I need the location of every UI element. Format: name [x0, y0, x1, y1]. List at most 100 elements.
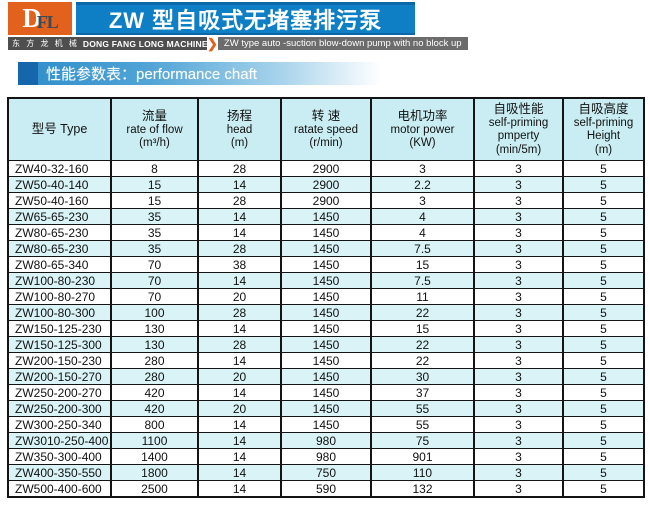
- value-cell: 2900: [280, 192, 372, 210]
- column-header: 自吸高度 self-priming Height (m): [562, 97, 645, 162]
- value-cell: 1450: [280, 240, 372, 258]
- value-cell: 130: [110, 320, 199, 338]
- value-cell: 1450: [280, 368, 372, 386]
- value-cell: 1450: [280, 304, 372, 322]
- value-cell: 5: [562, 160, 645, 178]
- value-cell: 5: [562, 176, 645, 194]
- value-cell: 3: [473, 480, 564, 498]
- value-cell: 5: [562, 320, 645, 338]
- value-cell: 22: [370, 304, 475, 322]
- product-title-banner: ZW 型自吸式无堵塞排污泵: [76, 2, 415, 35]
- column-header: 型号 Type: [7, 97, 112, 162]
- value-cell: 14: [197, 432, 282, 450]
- value-cell: 15: [370, 320, 475, 338]
- value-cell: 37: [370, 384, 475, 402]
- value-cell: 130: [110, 336, 199, 354]
- table-row: ZW100-80-230 70 14 1450 7.5 3 5: [7, 272, 645, 290]
- value-cell: 2.2: [370, 176, 475, 194]
- value-cell: 280: [110, 352, 199, 370]
- value-cell: 1450: [280, 224, 372, 242]
- table-row: ZW400-350-550 1800 14 750 110 3 5: [7, 464, 645, 482]
- value-cell: 132: [370, 480, 475, 498]
- value-cell: 750: [280, 464, 372, 482]
- model-cell: ZW65-65-230: [7, 208, 112, 226]
- value-cell: 3: [473, 256, 564, 274]
- value-cell: 2500: [110, 480, 199, 498]
- value-cell: 35: [110, 208, 199, 226]
- value-cell: 1450: [280, 320, 372, 338]
- value-cell: 14: [197, 208, 282, 226]
- model-cell: ZW150-125-300: [7, 336, 112, 354]
- value-cell: 5: [562, 256, 645, 274]
- value-cell: 5: [562, 288, 645, 306]
- chevron-right-icon: ❯: [207, 36, 218, 51]
- value-cell: 28: [197, 304, 282, 322]
- header-sub-bar: 东 方 龙 机 械 DONG FANG LONG MACHINERY ❯ ZW …: [8, 37, 468, 50]
- table-row: ZW100-80-300 100 28 1450 22 3 5: [7, 304, 645, 322]
- value-cell: 100: [110, 304, 199, 322]
- company-name-en: DONG FANG LONG MACHINERY: [82, 38, 220, 49]
- value-cell: 28: [197, 160, 282, 178]
- column-header: 自吸性能 self-priming pmperty (min/5m): [473, 97, 564, 162]
- model-cell: ZW50-40-140: [7, 176, 112, 194]
- value-cell: 15: [110, 176, 199, 194]
- column-header: 流量 rate of flow (m³/h): [110, 97, 199, 162]
- table-row: ZW200-150-230 280 14 1450 22 3 5: [7, 352, 645, 370]
- value-cell: 3: [473, 416, 564, 434]
- value-cell: 3: [473, 176, 564, 194]
- table-row: ZW50-40-140 15 14 2900 2.2 3 5: [7, 176, 645, 194]
- value-cell: 3: [473, 336, 564, 354]
- model-cell: ZW100-80-270: [7, 288, 112, 306]
- value-cell: 15: [370, 256, 475, 274]
- table-row: ZW150-125-300 130 28 1450 22 3 5: [7, 336, 645, 354]
- model-cell: ZW500-400-600: [7, 480, 112, 498]
- table-row: ZW100-80-270 70 20 1450 11 3 5: [7, 288, 645, 306]
- value-cell: 2900: [280, 160, 372, 178]
- subtitle-bar: ZW type auto -suction blow-down pump wit…: [217, 37, 468, 50]
- value-cell: 1450: [280, 272, 372, 290]
- value-cell: 1450: [280, 384, 372, 402]
- table-row: ZW65-65-230 35 14 1450 4 3 5: [7, 208, 645, 226]
- value-cell: 5: [562, 336, 645, 354]
- value-cell: 1400: [110, 448, 199, 466]
- value-cell: 20: [197, 368, 282, 386]
- chevron-separator: ❯: [207, 37, 218, 50]
- value-cell: 70: [110, 288, 199, 306]
- value-cell: 1450: [280, 256, 372, 274]
- value-cell: 5: [562, 208, 645, 226]
- table-body: ZW40-32-160 8 28 2900 3 3 5 ZW50-40-140 15 14 2900…: [7, 160, 645, 498]
- value-cell: 70: [110, 256, 199, 274]
- model-cell: ZW40-32-160: [7, 160, 112, 178]
- model-cell: ZW80-65-340: [7, 256, 112, 274]
- model-cell: ZW200-150-230: [7, 352, 112, 370]
- table-row: ZW3010-250-400 1100 14 980 75 3 5: [7, 432, 645, 450]
- value-cell: 14: [197, 448, 282, 466]
- value-cell: 2900: [280, 176, 372, 194]
- company-logo: D FL: [8, 2, 72, 35]
- table-row: ZW200-150-270 280 20 1450 30 3 5: [7, 368, 645, 386]
- value-cell: 14: [197, 320, 282, 338]
- value-cell: 3: [473, 384, 564, 402]
- value-cell: 5: [562, 416, 645, 434]
- section-title: 性能参数表：performance chaft: [46, 66, 257, 83]
- value-cell: 5: [562, 304, 645, 322]
- value-cell: 4: [370, 208, 475, 226]
- table-row: ZW150-125-230 130 14 1450 15 3 5: [7, 320, 645, 338]
- value-cell: 7.5: [370, 240, 475, 258]
- value-cell: 5: [562, 448, 645, 466]
- value-cell: 1100: [110, 432, 199, 450]
- value-cell: 14: [197, 384, 282, 402]
- product-subtitle-en: ZW type auto -suction blow-down pump wit…: [223, 38, 462, 49]
- value-cell: 5: [562, 368, 645, 386]
- value-cell: 5: [562, 384, 645, 402]
- company-name-cn: 东 方 龙 机 械: [12, 39, 79, 48]
- value-cell: 30: [370, 368, 475, 386]
- value-cell: 14: [197, 176, 282, 194]
- value-cell: 5: [562, 432, 645, 450]
- value-cell: 14: [197, 352, 282, 370]
- value-cell: 3: [370, 192, 475, 210]
- value-cell: 420: [110, 400, 199, 418]
- value-cell: 14: [197, 224, 282, 242]
- value-cell: 8: [110, 160, 199, 178]
- value-cell: 3: [473, 288, 564, 306]
